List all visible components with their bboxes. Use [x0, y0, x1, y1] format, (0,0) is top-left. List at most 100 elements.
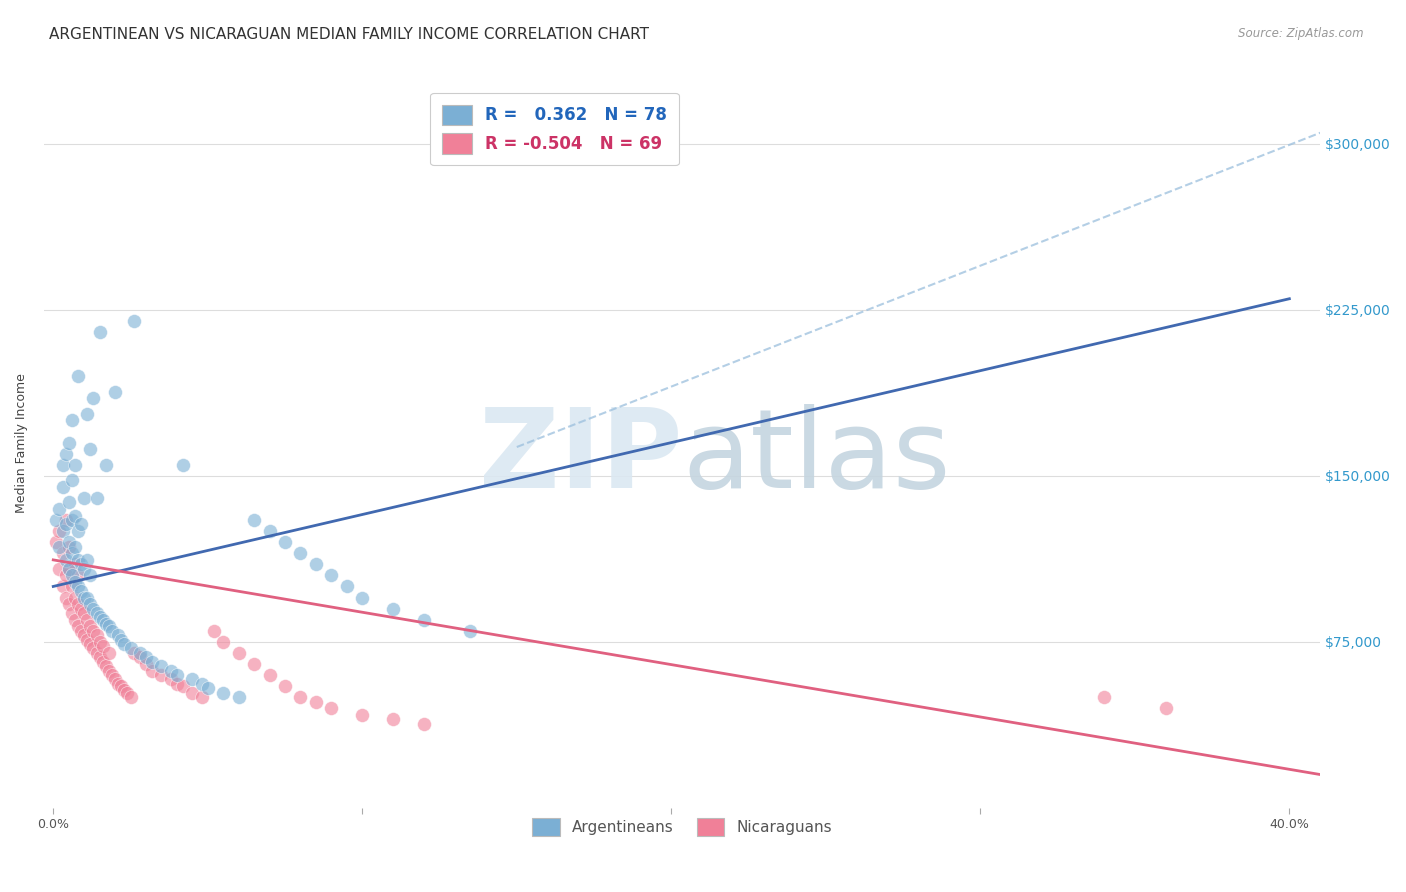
Point: [460, 624, 482, 638]
Point: [63, 558, 86, 572]
Point: [82, 601, 104, 615]
Point: [89, 634, 111, 648]
Point: [45, 535, 67, 549]
Point: [112, 683, 135, 698]
Point: [91, 655, 114, 669]
Point: [55, 553, 77, 567]
Point: [321, 568, 343, 582]
Point: [63, 613, 86, 627]
Point: [190, 690, 212, 704]
Point: [73, 491, 96, 505]
Point: [101, 624, 124, 638]
Point: [48, 562, 70, 576]
Point: [60, 413, 83, 427]
Point: [79, 619, 101, 633]
Point: [305, 558, 328, 572]
Point: [82, 624, 104, 638]
Point: [51, 480, 73, 494]
Point: [51, 524, 73, 538]
Point: [73, 628, 96, 642]
Point: [89, 650, 111, 665]
Point: [141, 664, 163, 678]
Point: [97, 664, 120, 678]
Text: atlas: atlas: [682, 404, 950, 511]
Point: [55, 591, 77, 605]
Point: [352, 591, 374, 605]
Point: [1154, 701, 1177, 715]
Point: [66, 369, 89, 384]
Point: [66, 579, 89, 593]
Point: [86, 646, 108, 660]
Point: [76, 632, 98, 647]
Point: [91, 639, 114, 653]
Text: ZIP: ZIP: [479, 404, 682, 511]
Point: [305, 694, 328, 708]
Point: [55, 568, 77, 582]
Point: [94, 659, 117, 673]
Point: [70, 583, 93, 598]
Point: [79, 442, 101, 457]
Point: [228, 646, 250, 660]
Point: [413, 716, 436, 731]
Point: [290, 690, 312, 704]
Point: [150, 659, 173, 673]
Point: [63, 458, 86, 472]
Point: [79, 637, 101, 651]
Point: [58, 540, 80, 554]
Point: [91, 613, 114, 627]
Point: [112, 637, 135, 651]
Point: [63, 574, 86, 589]
Point: [274, 535, 297, 549]
Point: [79, 568, 101, 582]
Point: [48, 540, 70, 554]
Point: [101, 668, 124, 682]
Point: [79, 597, 101, 611]
Point: [73, 606, 96, 620]
Point: [122, 314, 145, 328]
Point: [97, 646, 120, 660]
Point: [122, 646, 145, 660]
Point: [336, 579, 359, 593]
Point: [172, 458, 194, 472]
Point: [150, 668, 173, 682]
Point: [128, 650, 150, 665]
Point: [63, 508, 86, 523]
Point: [48, 524, 70, 538]
Point: [51, 579, 73, 593]
Point: [89, 325, 111, 339]
Point: [97, 619, 120, 633]
Point: [259, 668, 281, 682]
Point: [89, 610, 111, 624]
Point: [94, 617, 117, 632]
Point: [58, 535, 80, 549]
Point: [243, 513, 266, 527]
Point: [107, 677, 129, 691]
Point: [55, 447, 77, 461]
Point: [66, 597, 89, 611]
Point: [63, 540, 86, 554]
Point: [51, 458, 73, 472]
Point: [70, 601, 93, 615]
Point: [60, 606, 83, 620]
Point: [45, 513, 67, 527]
Point: [212, 634, 235, 648]
Point: [70, 558, 93, 572]
Point: [413, 613, 436, 627]
Point: [181, 673, 204, 687]
Point: [70, 517, 93, 532]
Point: [66, 553, 89, 567]
Point: [110, 632, 132, 647]
Point: [86, 491, 108, 505]
Point: [76, 553, 98, 567]
Point: [86, 606, 108, 620]
Point: [181, 686, 204, 700]
Point: [382, 712, 405, 726]
Point: [60, 579, 83, 593]
Point: [212, 686, 235, 700]
Point: [66, 524, 89, 538]
Point: [382, 601, 405, 615]
Point: [159, 664, 181, 678]
Point: [202, 624, 225, 638]
Point: [166, 668, 188, 682]
Point: [70, 624, 93, 638]
